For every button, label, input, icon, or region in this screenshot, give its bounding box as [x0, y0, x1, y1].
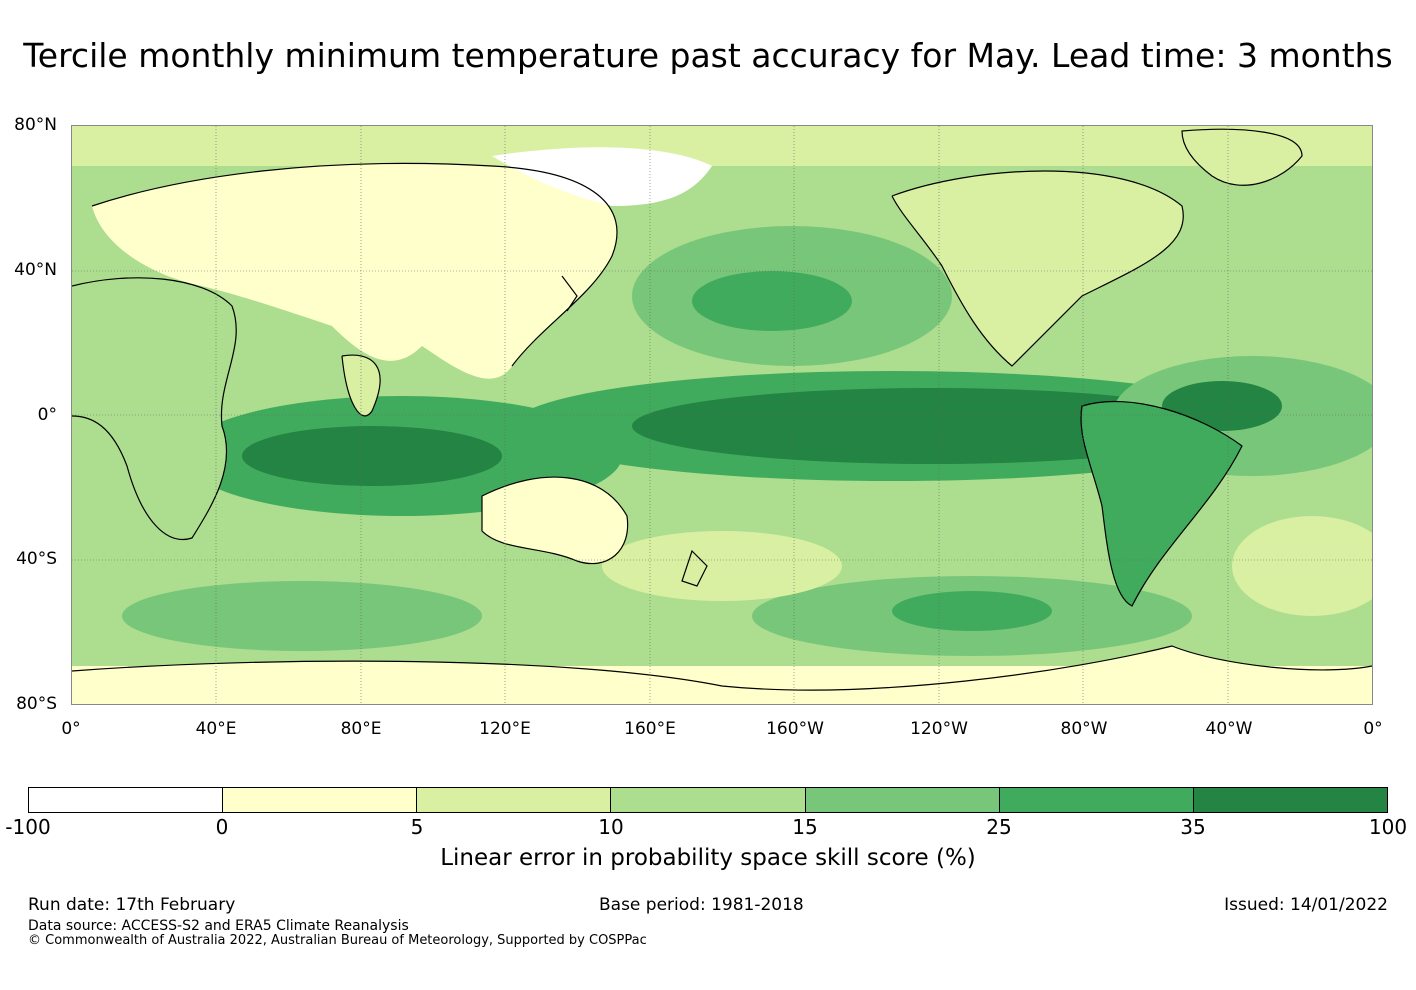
coast-africa [72, 277, 237, 540]
lat-label-40s: 40°S [16, 549, 57, 569]
run-date: Run date: 17th February [28, 895, 236, 915]
lon-label-160e: 160°E [624, 719, 676, 739]
arctic-band [72, 126, 1372, 166]
colorbar-segment-7 [1193, 788, 1387, 812]
skill-score-map [71, 125, 1373, 705]
land-greenland [1182, 129, 1302, 186]
lat-label-80s: 80°S [16, 694, 57, 714]
colorbar-segment-1 [29, 788, 224, 812]
land-siberia [492, 147, 712, 206]
graticule [72, 126, 1372, 704]
colorbar-tick-100: 100 [1368, 815, 1408, 839]
colorbar-tick-neg100: -100 [5, 815, 51, 839]
colorbar-segment-3 [417, 788, 612, 812]
colorbar-tick-35: 35 [1180, 815, 1206, 839]
indian-ocean-core [242, 426, 502, 486]
coast-new-zealand [681, 549, 708, 587]
land-antarctica [72, 646, 1372, 704]
colorbar-segment-5 [805, 788, 1000, 812]
colorbar-tick-15: 15 [792, 815, 818, 839]
south-atlantic-low [1232, 516, 1372, 616]
lat-label-40n: 40°N [14, 260, 57, 280]
land-india [342, 355, 381, 416]
lon-label-160w: 160°W [766, 719, 824, 739]
southern-ocean-core [892, 591, 1052, 631]
coast-south-america [1080, 400, 1243, 607]
lon-label-120e: 120°E [479, 719, 531, 739]
colorbar-segment-6 [999, 788, 1194, 812]
land-north-america [892, 171, 1184, 366]
lat-label-equator: 0° [37, 405, 57, 425]
lon-label-0-right: 0° [1363, 719, 1383, 739]
land-africa [72, 277, 237, 540]
land-south-america [1081, 401, 1242, 606]
coast-india [341, 354, 381, 417]
coast-eurasia [91, 162, 618, 367]
colorbar-tick-0: 0 [215, 815, 229, 839]
colorbar [28, 787, 1388, 813]
lon-label-80w: 80°W [1060, 719, 1108, 739]
lon-label-120w: 120°W [910, 719, 968, 739]
colorbar-label: Linear error in probability space skill … [440, 845, 976, 871]
coast-greenland [1181, 128, 1303, 186]
colorbar-tick-10: 10 [598, 815, 624, 839]
south-pacific-low [602, 531, 842, 601]
land-australia [482, 477, 628, 564]
issued-date: Issued: 14/01/2022 [1224, 895, 1388, 915]
lon-label-40w: 40°W [1205, 719, 1253, 739]
lon-label-40e: 40°E [195, 719, 237, 739]
colorbar-tick-25: 25 [986, 815, 1012, 839]
south-indian-band [122, 581, 482, 651]
lon-label-80e: 80°E [340, 719, 382, 739]
data-source: Data source: ACCESS-S2 and ERA5 Climate … [28, 918, 409, 934]
north-pacific-core [692, 271, 852, 331]
colorbar-segment-2 [223, 788, 418, 812]
map-canvas [72, 126, 1372, 704]
coast-north-america [891, 170, 1184, 367]
base-period: Base period: 1981-2018 [599, 895, 804, 915]
coast-australia [481, 476, 629, 565]
lon-label-0-left: 0° [61, 719, 81, 739]
chart-title: Tercile monthly minimum temperature past… [23, 36, 1393, 75]
coast-japan [561, 275, 578, 312]
colorbar-tick-5: 5 [410, 815, 424, 839]
copyright: © Commonwealth of Australia 2022, Austra… [28, 933, 647, 948]
colorbar-segment-4 [611, 788, 806, 812]
lat-label-80n: 80°N [14, 115, 57, 135]
